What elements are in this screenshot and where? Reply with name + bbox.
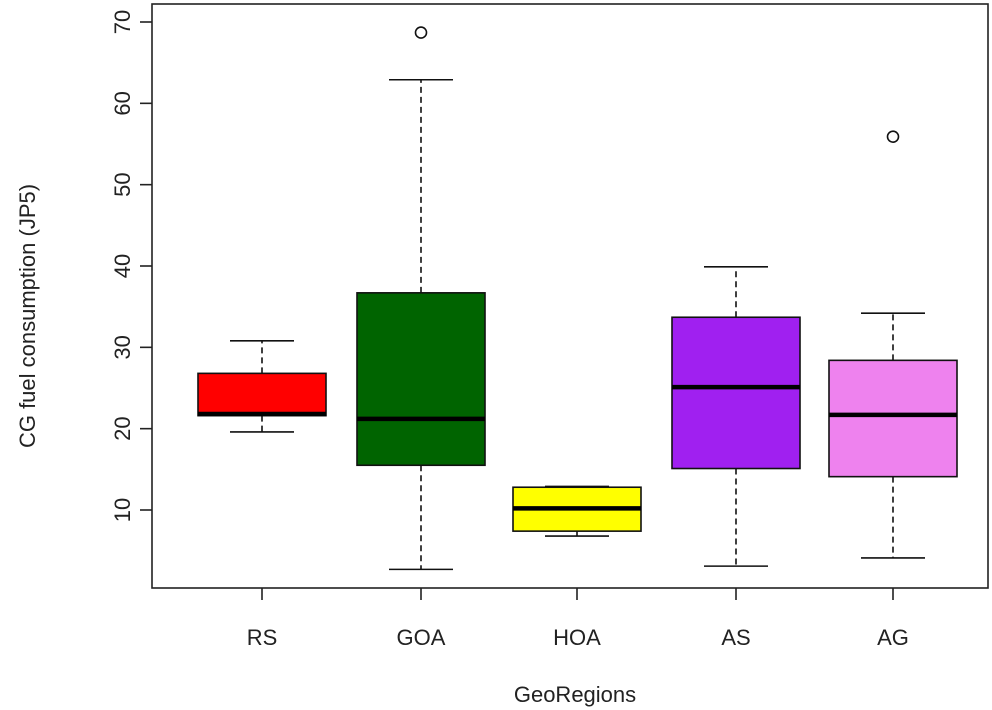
y-tick-label: 70 bbox=[110, 10, 135, 34]
outlier-point bbox=[886, 130, 900, 143]
plot-border bbox=[151, 3, 989, 589]
plot-frame bbox=[151, 3, 989, 589]
x-tick-label: GOA bbox=[397, 625, 446, 650]
x-axis-title: GeoRegions bbox=[514, 682, 636, 707]
y-tick-label: 30 bbox=[110, 335, 135, 359]
x-tick-label: RS bbox=[247, 625, 278, 650]
box-rs bbox=[197, 340, 327, 433]
x-tick-label: AG bbox=[877, 625, 909, 650]
y-tick-label: 40 bbox=[110, 254, 135, 278]
x-tick-label: AS bbox=[721, 625, 750, 650]
box-hoa bbox=[512, 485, 642, 537]
boxes bbox=[197, 26, 958, 571]
y-tick-label: 10 bbox=[110, 498, 135, 522]
box-iqr bbox=[356, 292, 486, 467]
outlier-point bbox=[414, 26, 428, 39]
x-tick-label: HOA bbox=[553, 625, 601, 650]
y-tick-label: 60 bbox=[110, 91, 135, 115]
y-tick-label: 50 bbox=[110, 172, 135, 196]
box-iqr bbox=[828, 359, 958, 478]
box-iqr bbox=[197, 372, 327, 417]
y-axis-title: CG fuel consumption (JP5) bbox=[15, 184, 40, 448]
x-axis: RS GOA HOA AS AG bbox=[247, 588, 909, 650]
box-as bbox=[671, 266, 801, 567]
box-goa bbox=[356, 26, 486, 571]
box-ag bbox=[828, 130, 958, 559]
y-axis: 10 20 30 40 50 60 70 bbox=[110, 10, 152, 522]
box-iqr bbox=[671, 316, 801, 470]
y-tick-label: 20 bbox=[110, 416, 135, 440]
